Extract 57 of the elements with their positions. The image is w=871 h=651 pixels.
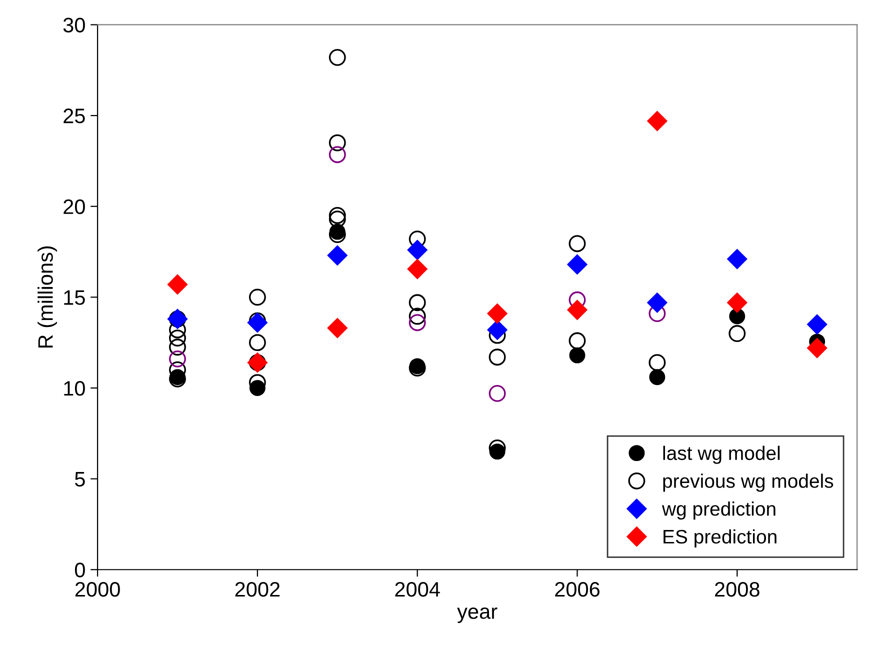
- point: [568, 235, 586, 252]
- legend-label: wg prediction: [662, 501, 776, 520]
- point: [567, 300, 588, 320]
- x-tick-label: 2008: [715, 582, 760, 597]
- point: [169, 350, 186, 368]
- x-axis-title: year: [457, 608, 498, 624]
- point: [728, 325, 746, 342]
- point: [647, 110, 668, 132]
- y-tick-label: 0: [74, 562, 85, 578]
- x-tick-label: 2004: [395, 582, 440, 597]
- point: [487, 303, 508, 324]
- x-tick-label: 2006: [555, 582, 600, 597]
- y-tick-label: 5: [74, 472, 85, 487]
- point: [487, 320, 508, 340]
- x-tick-label: 2002: [235, 582, 280, 597]
- y-axis-title: R (millions): [38, 246, 58, 348]
- y-tick-label: 25: [64, 108, 85, 124]
- point: [488, 348, 506, 366]
- point: [806, 338, 828, 358]
- legend-label: ES prediction: [664, 529, 776, 548]
- point: [408, 314, 426, 332]
- y-tick-label: 30: [63, 18, 85, 32]
- point: [169, 338, 186, 356]
- point: [327, 318, 348, 338]
- point: [169, 330, 186, 347]
- y-tick-label: 20: [64, 199, 85, 214]
- point: [408, 294, 426, 312]
- point: [328, 146, 346, 164]
- point: [488, 384, 506, 402]
- point: [649, 369, 666, 386]
- point: [407, 240, 428, 260]
- point: [328, 48, 346, 66]
- point: [248, 334, 266, 352]
- point: [567, 254, 588, 275]
- legend-label: last wg model: [663, 446, 780, 464]
- point: [729, 308, 746, 324]
- point: [569, 347, 586, 364]
- point: [248, 288, 266, 306]
- point: [328, 206, 346, 224]
- point: [167, 274, 188, 295]
- point: [647, 292, 668, 313]
- point: [407, 258, 428, 280]
- point: [806, 314, 828, 335]
- point: [726, 248, 748, 270]
- y-tick-label: 15: [64, 290, 85, 305]
- legend-label: previous wg models: [663, 474, 834, 492]
- point: [408, 308, 426, 325]
- point: [568, 332, 586, 350]
- y-tick-label: 10: [64, 380, 85, 396]
- point: [328, 210, 346, 228]
- x-tick-label: 2000: [75, 582, 120, 597]
- point: [648, 354, 666, 372]
- point: [247, 312, 268, 333]
- point: [328, 134, 346, 152]
- point: [726, 292, 748, 313]
- point: [327, 245, 348, 266]
- point: [648, 305, 666, 322]
